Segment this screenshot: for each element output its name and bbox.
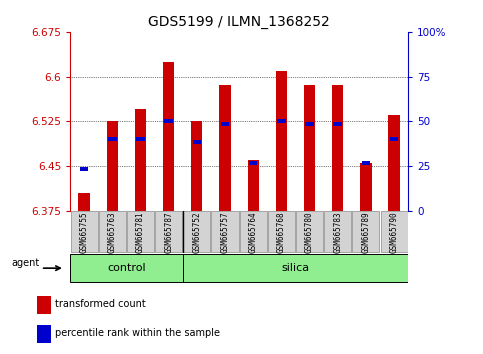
Text: GSM665789: GSM665789 (361, 211, 370, 253)
Text: GSM665780: GSM665780 (305, 211, 314, 253)
Text: GSM665787: GSM665787 (164, 211, 173, 253)
Text: GSM665752: GSM665752 (192, 211, 201, 253)
Bar (136, 137, 145, 141)
FancyBboxPatch shape (212, 211, 239, 252)
Text: transformed count: transformed count (55, 299, 145, 309)
Bar (37, 296, 51, 314)
Text: GSM665790: GSM665790 (390, 211, 398, 253)
Bar (388, 115, 400, 211)
Text: agent: agent (12, 258, 40, 268)
FancyBboxPatch shape (296, 211, 323, 252)
Bar (78, 193, 90, 211)
FancyBboxPatch shape (155, 211, 182, 252)
FancyBboxPatch shape (71, 211, 98, 252)
Bar (80, 167, 88, 171)
Bar (108, 137, 116, 141)
Title: GDS5199 / ILMN_1368252: GDS5199 / ILMN_1368252 (148, 16, 330, 29)
Bar (333, 122, 342, 126)
FancyBboxPatch shape (127, 211, 154, 252)
Bar (221, 122, 229, 126)
Text: GSM665768: GSM665768 (277, 211, 286, 253)
Text: GSM665755: GSM665755 (80, 211, 88, 253)
FancyBboxPatch shape (381, 211, 408, 252)
Bar (362, 161, 370, 165)
Bar (276, 70, 287, 211)
Bar (163, 62, 174, 211)
Bar (37, 325, 51, 343)
Bar (107, 121, 118, 211)
Text: percentile rank within the sample: percentile rank within the sample (55, 328, 220, 338)
FancyBboxPatch shape (268, 211, 295, 252)
FancyBboxPatch shape (240, 211, 267, 252)
Bar (390, 137, 398, 141)
FancyBboxPatch shape (70, 254, 183, 282)
Bar (135, 109, 146, 211)
Bar (164, 119, 173, 123)
Bar (191, 121, 202, 211)
FancyBboxPatch shape (184, 211, 211, 252)
Bar (304, 85, 315, 211)
Bar (219, 85, 231, 211)
Bar (248, 160, 259, 211)
FancyBboxPatch shape (99, 211, 126, 252)
Bar (193, 140, 201, 144)
Text: GSM665781: GSM665781 (136, 211, 145, 253)
Text: control: control (107, 263, 146, 273)
Bar (332, 85, 343, 211)
Text: GSM665764: GSM665764 (249, 211, 257, 253)
Bar (277, 119, 285, 123)
FancyBboxPatch shape (324, 211, 351, 252)
Bar (249, 161, 257, 165)
Bar (305, 122, 314, 126)
FancyBboxPatch shape (353, 211, 380, 252)
Text: GSM665757: GSM665757 (221, 211, 229, 253)
FancyBboxPatch shape (183, 254, 408, 282)
Text: GSM665783: GSM665783 (333, 211, 342, 253)
Bar (360, 163, 371, 211)
Text: silica: silica (282, 263, 310, 273)
Text: GSM665763: GSM665763 (108, 211, 117, 253)
